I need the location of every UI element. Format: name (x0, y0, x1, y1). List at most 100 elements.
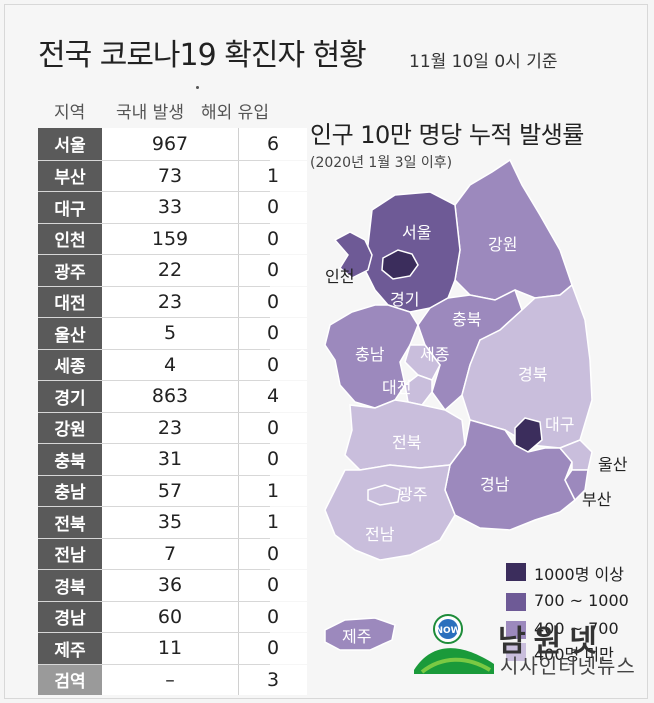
domestic-cell: 967 (102, 128, 239, 160)
label-jeju: 제주 (342, 627, 371, 646)
region-cell: 강원 (38, 412, 102, 443)
domestic-cell: 23 (102, 412, 239, 443)
region-jeju (324, 617, 396, 651)
namwon-net-logo: NOW (414, 614, 494, 674)
table-row: 제주 11 0 (38, 632, 307, 664)
legend-swatch (506, 593, 526, 611)
overseas-cell: 0 (239, 633, 307, 664)
domestic-cell: 33 (102, 192, 239, 223)
overseas-cell: 3 (239, 664, 307, 695)
region-gwangju (367, 484, 401, 506)
table-row: 경남 60 0 (38, 600, 307, 632)
region-cell: 충남 (38, 475, 102, 506)
overseas-cell: 0 (239, 538, 307, 569)
decorative-dot (196, 86, 199, 89)
domestic-cell: 60 (102, 601, 239, 632)
region-cell: 전북 (38, 507, 102, 538)
label-gyeongnam: 경남 (480, 475, 510, 494)
logo-hill-stripe (420, 657, 492, 674)
overseas-cell: 0 (239, 444, 307, 475)
overseas-cell: 6 (239, 128, 307, 160)
legend-swatch (506, 563, 526, 581)
domestic-cell: 35 (102, 507, 239, 538)
table-row: 세종 4 0 (38, 348, 307, 380)
table-row: 서울 967 6 (38, 128, 307, 160)
region-cell: 경북 (38, 570, 102, 601)
overseas-cell: 0 (239, 412, 307, 443)
domestic-cell: 7 (102, 538, 239, 569)
cases-table: 서울 967 6 부산 73 1 대구 33 0 인천 159 0 광주 22 0 대전 23 0 울산 5 0 세종 4 0… (38, 128, 307, 695)
overseas-cell: 0 (239, 192, 307, 223)
region-cell: 경기 (38, 381, 102, 412)
domestic-cell: 73 (102, 160, 239, 191)
label-gyeonggi: 경기 (390, 290, 419, 309)
label-chungbuk: 충북 (452, 310, 481, 329)
table-row: 검역 –3 (38, 663, 307, 695)
region-cell: 광주 (38, 255, 102, 286)
overseas-cell: 1 (239, 507, 307, 538)
label-seoul: 서울 (402, 223, 431, 242)
table-row: 대전 23 0 (38, 285, 307, 317)
region-gangwon (454, 158, 573, 301)
domestic-cell: 5 (102, 318, 239, 349)
region-cell: 울산 (38, 318, 102, 349)
page-title: 전국 코로나19 확진자 현황 (38, 38, 367, 73)
domestic-cell: 31 (102, 444, 239, 475)
region-chungnam (324, 304, 419, 409)
overseas-cell: 0 (239, 570, 307, 601)
table-row: 울산 5 0 (38, 317, 307, 349)
region-cell: 전남 (38, 538, 102, 569)
region-cell: 제주 (38, 633, 102, 664)
label-gangwon: 강원 (488, 235, 517, 254)
domestic-cell: 23 (102, 286, 239, 317)
domestic-cell: – (102, 664, 239, 695)
region-seoul (381, 249, 419, 280)
label-jeonbuk: 전북 (392, 433, 421, 452)
logo-badge-text: NOW (435, 626, 460, 636)
legend-swatch (506, 643, 526, 661)
map-title: 인구 10만 명당 누적 발생률 (310, 121, 584, 149)
region-cell: 서울 (38, 128, 102, 160)
domestic-cell: 4 (102, 349, 239, 380)
domestic-cell: 57 (102, 475, 239, 506)
region-incheon (333, 231, 373, 279)
domestic-cell: 22 (102, 255, 239, 286)
overseas-cell: 0 (239, 286, 307, 317)
region-cell: 충북 (38, 444, 102, 475)
table-row: 경북 36 0 (38, 569, 307, 601)
overseas-cell: 1 (239, 160, 307, 191)
legend-label: 400명 미만 (534, 645, 614, 664)
logo-badge-core (438, 619, 458, 639)
legend-label: 1000명 이상 (534, 565, 624, 584)
table-row: 충남 57 1 (38, 474, 307, 506)
overseas-cell: 0 (239, 318, 307, 349)
table-row: 강원 23 0 (38, 411, 307, 443)
overseas-cell: 0 (239, 349, 307, 380)
region-jeonnam (324, 464, 456, 561)
table-row: 충북 31 0 (38, 443, 307, 475)
label-gyeongbuk: 경북 (518, 365, 547, 384)
table-row: 전북 35 1 (38, 506, 307, 538)
overseas-cell: 4 (239, 381, 307, 412)
label-daejeon: 대전 (382, 378, 411, 397)
overseas-cell: 1 (239, 475, 307, 506)
region-cell: 부산 (38, 160, 102, 191)
page-subtitle: 11월 10일 0시 기준 (409, 52, 558, 72)
label-sejong: 세종 (420, 345, 449, 364)
header-overseas: 해외 유입 (201, 103, 269, 123)
region-cell: 검역 (38, 664, 102, 695)
region-cell: 세종 (38, 349, 102, 380)
label-busan: 부산 (582, 490, 612, 509)
region-cell: 인천 (38, 223, 102, 254)
table-row: 대구 33 0 (38, 191, 307, 223)
table-row: 경기 863 4 (38, 380, 307, 412)
logo-wordmark: 남원넷 (498, 624, 605, 659)
region-busan (564, 469, 589, 502)
label-incheon: 인천 (325, 267, 354, 286)
label-chungnam: 충남 (355, 345, 385, 364)
table-row: 광주 22 0 (38, 254, 307, 286)
region-cell: 대전 (38, 286, 102, 317)
legend-swatch (506, 621, 526, 639)
table-row: 인천 159 0 (38, 222, 307, 254)
region-cell: 대구 (38, 192, 102, 223)
